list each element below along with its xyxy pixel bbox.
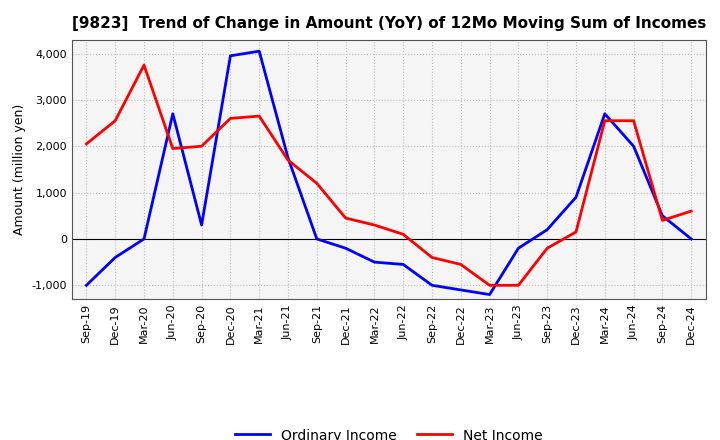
Line: Ordinary Income: Ordinary Income (86, 51, 691, 294)
Net Income (543, 246, 552, 251)
Net Income (485, 282, 494, 288)
Net Income (140, 62, 148, 68)
Net Income (341, 216, 350, 221)
Ordinary Income (168, 111, 177, 117)
Net Income (456, 262, 465, 267)
Net Income (168, 146, 177, 151)
Net Income (284, 158, 292, 163)
Ordinary Income (600, 111, 609, 117)
Ordinary Income (399, 262, 408, 267)
Net Income (687, 209, 696, 214)
Legend: Ordinary Income, Net Income: Ordinary Income, Net Income (229, 423, 549, 440)
Y-axis label: Amount (million yen): Amount (million yen) (13, 104, 26, 235)
Ordinary Income (111, 255, 120, 260)
Ordinary Income (226, 53, 235, 59)
Net Income (82, 141, 91, 147)
Line: Net Income: Net Income (86, 65, 691, 285)
Ordinary Income (572, 194, 580, 200)
Net Income (312, 181, 321, 186)
Net Income (255, 114, 264, 119)
Ordinary Income (140, 236, 148, 242)
Ordinary Income (514, 246, 523, 251)
Ordinary Income (82, 282, 91, 288)
Net Income (197, 143, 206, 149)
Net Income (428, 255, 436, 260)
Ordinary Income (370, 260, 379, 265)
Ordinary Income (687, 236, 696, 242)
Ordinary Income (658, 213, 667, 218)
Net Income (370, 222, 379, 227)
Ordinary Income (197, 222, 206, 227)
Net Income (572, 229, 580, 235)
Ordinary Income (312, 236, 321, 242)
Ordinary Income (456, 287, 465, 293)
Ordinary Income (428, 282, 436, 288)
Ordinary Income (255, 48, 264, 54)
Ordinary Income (284, 155, 292, 161)
Ordinary Income (341, 246, 350, 251)
Net Income (658, 218, 667, 223)
Net Income (111, 118, 120, 123)
Title: [9823]  Trend of Change in Amount (YoY) of 12Mo Moving Sum of Incomes: [9823] Trend of Change in Amount (YoY) o… (71, 16, 706, 32)
Net Income (226, 116, 235, 121)
Net Income (629, 118, 638, 123)
Ordinary Income (485, 292, 494, 297)
Net Income (600, 118, 609, 123)
Net Income (514, 282, 523, 288)
Ordinary Income (543, 227, 552, 232)
Ordinary Income (629, 143, 638, 149)
Net Income (399, 231, 408, 237)
